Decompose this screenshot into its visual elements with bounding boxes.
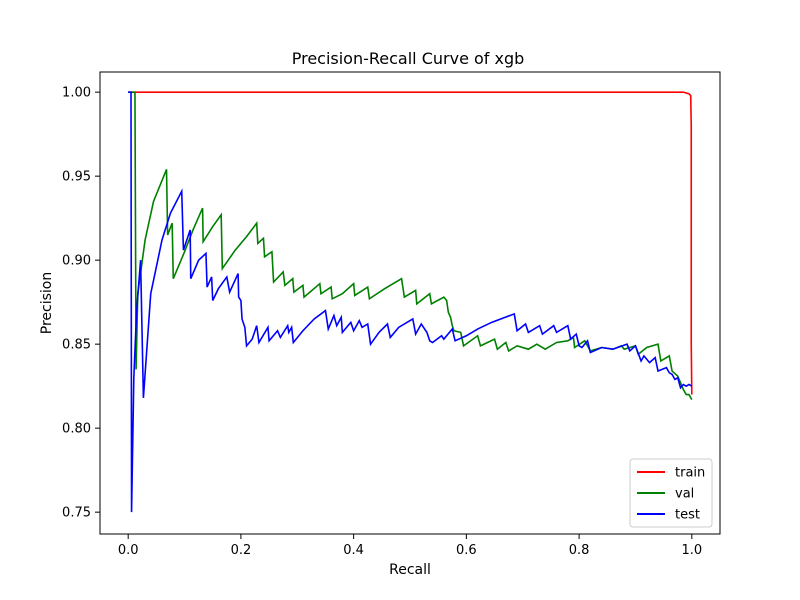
legend-label-test: test [675, 508, 700, 523]
series-line-train [128, 91, 693, 395]
x-tick-label: 0.0 [118, 543, 139, 558]
x-tick-label: 0.8 [569, 543, 590, 558]
y-tick-label: 0.95 [62, 170, 91, 185]
legend-label-val: val [675, 487, 694, 502]
y-axis-label: Precision [39, 272, 55, 334]
x-tick-label: 0.6 [456, 543, 477, 558]
y-tick-label: 1.00 [62, 86, 91, 101]
x-tick-label: 0.4 [343, 543, 364, 558]
y-tick-label: 0.85 [62, 338, 91, 353]
legend-box [629, 458, 713, 528]
x-tick-label: 1.0 [681, 543, 702, 558]
y-tick-label: 0.90 [62, 254, 91, 269]
series-line-test [128, 91, 693, 513]
x-axis-label: Recall [389, 562, 431, 578]
x-tick-label: 0.2 [231, 543, 252, 558]
chart-title: Precision-Recall Curve of xgb [292, 49, 525, 68]
plot-area [99, 71, 721, 535]
legend: train val test [629, 458, 713, 528]
series-lines [128, 91, 693, 513]
y-tick-label: 0.75 [62, 506, 91, 521]
y-tick-label: 0.80 [62, 422, 91, 437]
axis-ticks: 0.0 0.2 0.4 0.6 0.8 1.0 0.75 0.80 0.85 0.90 0.95 1.… [62, 86, 702, 558]
legend-label-train: train [675, 466, 705, 481]
